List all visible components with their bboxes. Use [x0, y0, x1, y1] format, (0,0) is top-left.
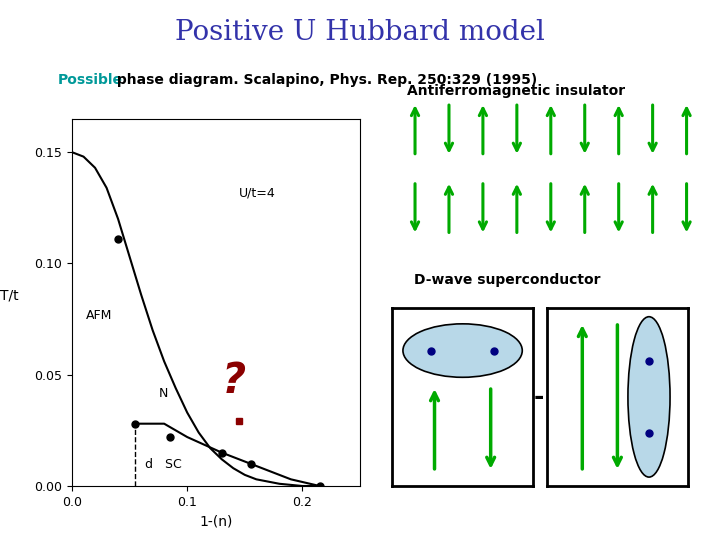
Text: Possible: Possible — [58, 73, 122, 87]
Text: phase diagram. Scalapino, Phys. Rep. 250:329 (1995): phase diagram. Scalapino, Phys. Rep. 250… — [112, 73, 537, 87]
Y-axis label: T/t: T/t — [0, 288, 19, 302]
Text: N: N — [158, 387, 168, 400]
Text: U/t=4: U/t=4 — [239, 187, 276, 200]
Text: -: - — [534, 385, 544, 409]
Text: Positive U Hubbard model: Positive U Hubbard model — [175, 19, 545, 46]
Text: ?: ? — [222, 360, 246, 402]
Text: D-wave superconductor: D-wave superconductor — [414, 273, 600, 287]
Ellipse shape — [628, 316, 670, 477]
Text: AFM: AFM — [86, 309, 112, 322]
Text: Antiferromagnetic insulator: Antiferromagnetic insulator — [407, 84, 625, 98]
Text: d   SC: d SC — [145, 458, 181, 471]
X-axis label: 1-(n): 1-(n) — [199, 514, 233, 528]
Ellipse shape — [403, 324, 522, 377]
